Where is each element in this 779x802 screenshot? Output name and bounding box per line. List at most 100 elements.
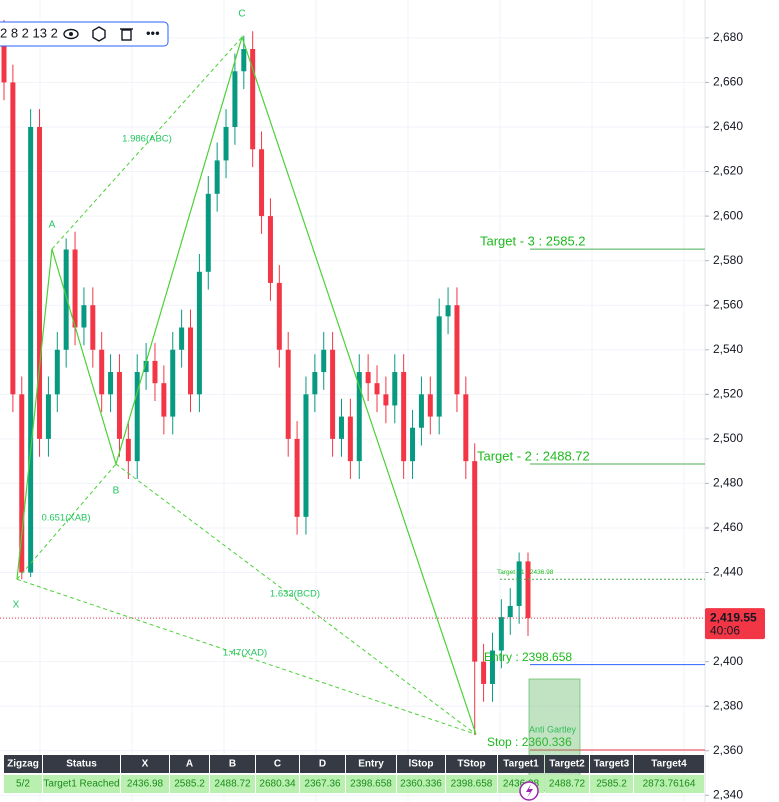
candle-body <box>99 349 105 395</box>
table-value: Target1 Reached <box>43 779 119 790</box>
table-header: C <box>274 759 281 770</box>
candle-body <box>463 394 469 462</box>
candle-body <box>108 372 114 395</box>
candle-body <box>418 394 424 428</box>
candle-body <box>481 661 487 684</box>
trade-zone <box>528 678 581 792</box>
candle-body <box>445 305 451 317</box>
candle-body <box>134 372 140 462</box>
candle-body <box>161 383 167 417</box>
candle-body <box>365 372 371 384</box>
candle-body <box>250 49 256 150</box>
table-header: D <box>319 759 326 770</box>
table-cell <box>256 775 299 793</box>
y-tick-label: 2,620 <box>713 164 743 178</box>
table-value: 2398.658 <box>451 779 493 790</box>
candle-body <box>338 416 344 439</box>
table-header: Target3 <box>594 759 630 770</box>
y-tick-label: 2,400 <box>713 654 743 668</box>
ratio-label: 1.47(XAD) <box>223 648 267 659</box>
eye-icon[interactable] <box>63 28 79 40</box>
table-cell <box>210 775 255 793</box>
candle-body <box>232 71 238 127</box>
toolbar-text: 2 8 2 13 2 <box>0 25 58 40</box>
table-header-cell <box>121 755 169 773</box>
pattern-ratio-line <box>16 578 477 735</box>
table-header-cell <box>545 755 589 773</box>
candle-body <box>498 617 504 651</box>
y-tick-label: 2,600 <box>713 208 743 222</box>
y-tick-label: 2,380 <box>713 698 743 712</box>
overlay: X A B C 1.986(ABC) 0.651(XAB) 1.633(BCD) 1.47(X… <box>0 9 705 751</box>
table-cell <box>300 775 345 793</box>
countdown: 40:06 <box>710 623 740 637</box>
candle-body <box>303 394 309 517</box>
candle-body <box>152 360 158 384</box>
candle-body <box>276 282 282 350</box>
candle-body <box>37 126 43 439</box>
y-tick-label: 2,680 <box>713 30 743 44</box>
candle-body <box>72 249 78 328</box>
table-header: Entry <box>358 759 384 770</box>
table-header: Status <box>66 759 97 770</box>
y-tick-label: 2,440 <box>713 565 743 579</box>
eye-pupil <box>69 32 73 36</box>
candle-body <box>10 82 16 395</box>
toolbar[interactable]: 2 8 2 13 2 ••• <box>0 21 169 47</box>
table-header: A <box>186 759 193 770</box>
candle-body <box>525 561 531 619</box>
candle-body <box>179 327 185 350</box>
candle-body <box>489 650 495 684</box>
table-header: B <box>229 759 236 770</box>
level-label: Stop : 2360.336 <box>487 735 572 749</box>
y-tick-label: 2,500 <box>713 431 743 445</box>
table-header-cell <box>43 755 120 773</box>
table-cell <box>397 775 445 793</box>
pattern-point-label: A <box>49 220 56 231</box>
pattern-ratio-line <box>115 463 477 735</box>
table-header-cell <box>346 755 396 773</box>
last-price-label: 2,419.55 <box>710 610 757 624</box>
table-header: Target1 <box>503 759 539 770</box>
candle-body <box>214 160 220 194</box>
table-header-cell <box>210 755 255 773</box>
candle-body <box>223 126 229 161</box>
table-value: 2680.34 <box>259 779 296 790</box>
table-value: 2398.658 <box>350 779 392 790</box>
table-cell <box>121 775 169 793</box>
table-cell <box>4 775 42 793</box>
y-tick-label: 2,660 <box>713 75 743 89</box>
candle-body <box>383 394 389 406</box>
ratio-label: 0.651(XAB) <box>41 513 90 524</box>
table-header-cell <box>170 755 209 773</box>
pattern-ratio-line <box>51 36 243 250</box>
more-icon[interactable]: ••• <box>146 25 160 40</box>
table-header-cell <box>397 755 445 773</box>
candle-body <box>267 216 273 283</box>
table-value: 2367.36 <box>304 779 341 790</box>
level-label: Target - 2 : 2488.72 <box>477 448 590 463</box>
table: Zigzag Status X A B C D Entry lStop TStop Target1 T… <box>4 755 704 793</box>
table-value: 2488.72 <box>214 779 251 790</box>
y-tick-label: 2,360 <box>713 743 743 757</box>
table-value: 2360.336 <box>400 779 442 790</box>
level-label: Target - 3 : 2585.2 <box>480 234 586 249</box>
y-tick-label: 2,480 <box>713 476 743 490</box>
delete-icon[interactable] <box>121 29 132 41</box>
y-tick-label: 2,340 <box>713 787 743 801</box>
alert-bolt <box>526 784 533 798</box>
candle-body <box>294 438 300 517</box>
table-value: 2488.72 <box>549 779 586 790</box>
table-header: lStop <box>409 759 434 770</box>
candle-body <box>45 394 51 439</box>
table-header-cell <box>300 755 345 773</box>
candle-body <box>401 372 407 462</box>
table-cell <box>590 775 633 793</box>
candle-body <box>1 37 7 83</box>
settings-icon[interactable] <box>92 26 106 42</box>
table-value: 2585.2 <box>596 779 627 790</box>
y-tick-label: 2,540 <box>713 342 743 356</box>
ratio-label: 1.633(BCD) <box>270 589 320 600</box>
ratio-label: 1.986(ABC) <box>122 134 172 145</box>
